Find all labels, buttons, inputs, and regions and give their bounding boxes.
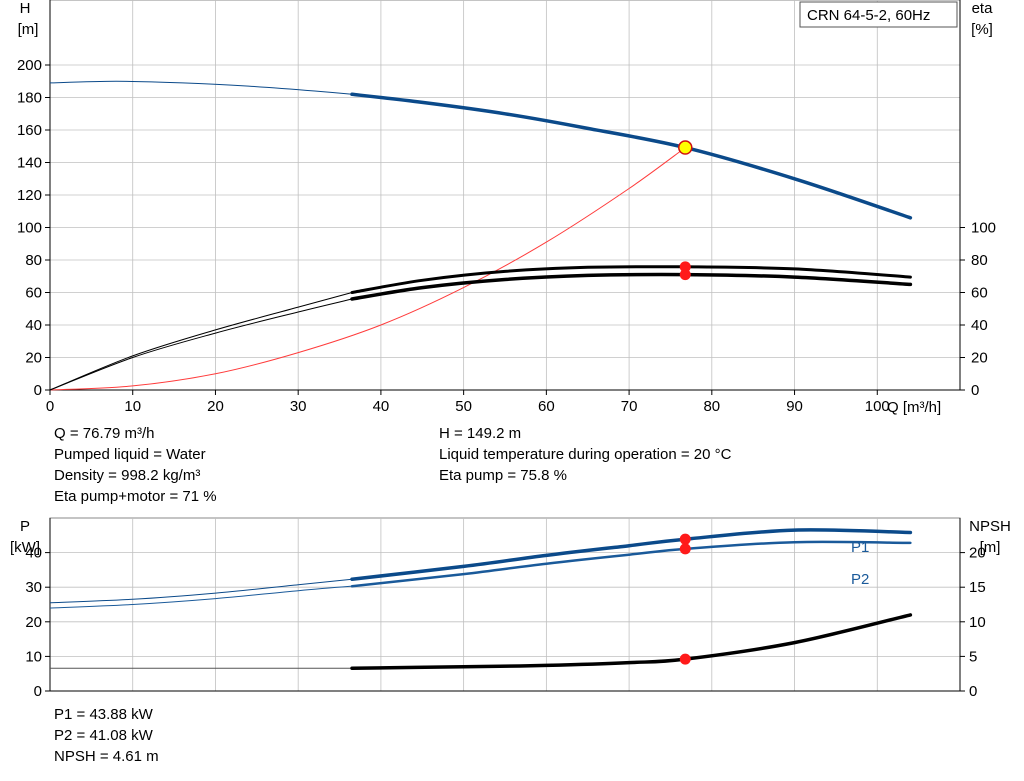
top-y-tick-label: 180 xyxy=(17,90,42,107)
bottom-npsh-tick-label: 10 xyxy=(969,614,986,631)
head-curve xyxy=(350,92,913,220)
top-y-tick-label: 200 xyxy=(17,57,42,74)
bottom-npsh-tick-label: 0 xyxy=(969,683,977,700)
p1-curve-thin xyxy=(49,578,353,604)
top-y-tick-label: 60 xyxy=(25,285,42,302)
top-x-tick-label: 10 xyxy=(124,398,141,415)
bottom-p-tick-label: 0 xyxy=(34,683,42,700)
top-y-axis-label: H xyxy=(20,0,31,17)
bottom-npsh-tick-label: 15 xyxy=(969,579,986,596)
p1-readout: P1 = 43.88 kW xyxy=(54,706,153,723)
bottom-p-tick-label: 40 xyxy=(25,545,42,562)
p1-curve-label: P1 xyxy=(851,539,869,556)
npsh-curve xyxy=(350,613,913,670)
p2-curve-thin xyxy=(49,585,353,609)
eta-pump-curve xyxy=(350,265,912,294)
top-x-tick-label: 100 xyxy=(865,398,890,415)
top-x-tick-label: 40 xyxy=(373,398,390,415)
bottom-p-tick-label: 20 xyxy=(25,614,42,631)
npsh-duty-point xyxy=(679,653,691,665)
top-y-tick-label: 120 xyxy=(17,187,42,204)
bottom-plot-area xyxy=(45,517,965,692)
top-x-tick-label: 0 xyxy=(46,398,54,415)
info-right-top: H = 149.2 m Liquid temperature during op… xyxy=(439,423,731,486)
top-x-tick-label: 80 xyxy=(703,398,720,415)
eta-total-readout: Eta pump+motor = 71 % xyxy=(54,488,217,505)
npsh-readout: NPSH = 4.61 m xyxy=(54,748,159,765)
top-eta-tick-label: 60 xyxy=(971,285,988,302)
info-bottom: P1 = 43.88 kW P2 = 41.08 kW NPSH = 4.61 … xyxy=(54,704,159,767)
head-duty-point xyxy=(678,140,693,155)
top-plot-area xyxy=(45,0,965,395)
bottom-p-axis-label: P xyxy=(20,518,30,535)
top-y-tick-label: 0 xyxy=(34,382,42,399)
top-x-tick-label: 90 xyxy=(786,398,803,415)
eta-total-duty-point xyxy=(679,269,691,281)
p2-duty-point xyxy=(679,543,691,555)
top-x-tick-label: 60 xyxy=(538,398,555,415)
top-y-axis-unit: [m] xyxy=(18,21,39,38)
top-x-tick-label: 70 xyxy=(621,398,638,415)
top-x-tick-label: 30 xyxy=(290,398,307,415)
density-readout: Density = 998.2 kg/m³ xyxy=(54,467,201,484)
top-y-tick-label: 160 xyxy=(17,122,42,139)
info-left-top: Q = 76.79 m³/h Pumped liquid = Water Den… xyxy=(54,423,217,507)
p2-curve xyxy=(350,540,912,588)
eta-total-curve-thin xyxy=(49,298,353,391)
head-curve-thin xyxy=(49,80,353,95)
p1-curve xyxy=(350,528,913,581)
eta-pump-duty-point xyxy=(679,261,691,273)
system-curve xyxy=(49,147,686,391)
liquid-temperature-readout: Liquid temperature during operation = 20… xyxy=(439,446,732,463)
top-y-tick-label: 100 xyxy=(17,220,42,237)
legend-box-text: CRN 64-5-2, 60Hz xyxy=(807,7,930,24)
eta-pump-readout: Eta pump = 75.8 % xyxy=(439,467,567,484)
top-x-axis-label: Q [m³/h] xyxy=(887,399,941,416)
top-eta-tick-label: 0 xyxy=(971,382,979,399)
top-eta-tick-label: 40 xyxy=(971,317,988,334)
top-y-tick-label: 140 xyxy=(17,155,42,172)
eta-pump-curve-thin xyxy=(49,292,353,391)
bottom-npsh-axis-label: NPSH xyxy=(969,518,1011,535)
head-readout: H = 149.2 m xyxy=(439,425,522,442)
bottom-p-axis-unit: [kW] xyxy=(10,539,40,556)
p2-curve-label: P2 xyxy=(851,571,869,588)
bottom-npsh-tick-label: 20 xyxy=(969,545,986,562)
bottom-plot-frame xyxy=(49,517,961,692)
top-eta-axis-label: eta xyxy=(972,0,994,17)
bottom-npsh-axis-unit: [m] xyxy=(980,539,1001,556)
top-x-tick-label: 20 xyxy=(207,398,224,415)
flow-readout: Q = 76.79 m³/h xyxy=(54,425,155,442)
bottom-npsh-tick-label: 5 xyxy=(969,648,977,665)
top-eta-tick-label: 20 xyxy=(971,350,988,367)
pumped-liquid-readout: Pumped liquid = Water xyxy=(54,446,206,463)
top-y-tick-label: 80 xyxy=(25,252,42,269)
legend-box xyxy=(799,1,958,28)
top-eta-tick-label: 80 xyxy=(971,252,988,269)
bottom-p-tick-label: 10 xyxy=(25,648,42,665)
p1-duty-point xyxy=(679,533,691,545)
top-eta-tick-label: 100 xyxy=(971,220,996,237)
top-y-tick-label: 20 xyxy=(25,350,42,367)
eta-total-curve xyxy=(350,272,913,301)
top-x-tick-label: 50 xyxy=(455,398,472,415)
bottom-p-tick-label: 30 xyxy=(25,579,42,596)
top-eta-axis-unit: [%] xyxy=(971,21,993,38)
top-y-tick-label: 40 xyxy=(25,317,42,334)
p2-readout: P2 = 41.08 kW xyxy=(54,727,153,744)
